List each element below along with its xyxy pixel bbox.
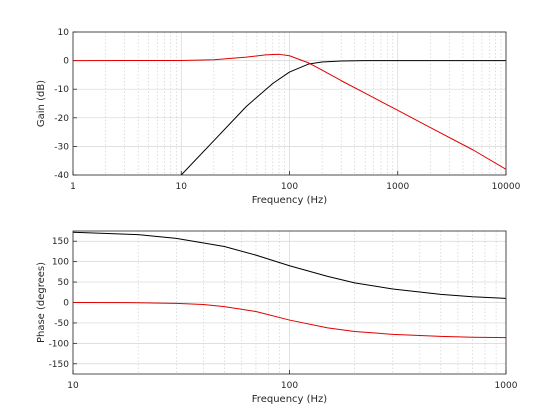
phase-y-tick-label: -50 <box>54 319 69 329</box>
phase-x-tick-label: 10 <box>67 381 79 391</box>
phase-x-tick-label: 100 <box>281 381 298 391</box>
gain-axes-frame <box>72 31 507 176</box>
gain-x-tick-label: 1000 <box>386 182 409 192</box>
phase-y-tick-label: 50 <box>58 278 70 288</box>
gain-x-tick-label: 1 <box>70 182 76 192</box>
gain-x-tick-label: 10000 <box>492 182 521 192</box>
gain-y-tick-label: -20 <box>54 114 69 124</box>
phase-y-tick-label: 100 <box>52 258 69 268</box>
phase-y-tick-label: -100 <box>49 339 70 349</box>
phase-y-axis-label: Phase (degrees) <box>36 262 47 343</box>
phase-axes-frame <box>72 230 507 375</box>
gain-series-line-red <box>73 53 506 170</box>
gain-series-line-black <box>180 60 506 175</box>
phase-x-axis-label: Frequency (Hz) <box>252 394 328 405</box>
gain-y-tick-label: -40 <box>54 171 69 181</box>
gain-y-tick-label: 0 <box>63 57 69 67</box>
phase-series-line-black <box>73 231 506 299</box>
phase-plot: 10 100 1000 -150 -100 -50 0 50 100 150 Frequency (… <box>36 230 518 405</box>
gain-x-tick-label: 10 <box>176 182 188 192</box>
gain-x-axis-label: Frequency (Hz) <box>252 195 328 206</box>
phase-y-tick-label: 0 <box>63 299 69 309</box>
phase-y-tick-label: 150 <box>52 237 69 247</box>
gain-y-tick-label: -30 <box>54 142 69 152</box>
phase-x-tick-label: 1000 <box>495 381 518 391</box>
phase-series-line-red <box>73 302 506 339</box>
gain-plot: 1 10 100 1000 10000 -40 -30 -20 -10 0 10 Frequency … <box>36 28 521 206</box>
gain-x-tick-label: 100 <box>281 182 298 192</box>
gain-y-tick-label: 10 <box>58 28 70 38</box>
gain-y-axis-label: Gain (dB) <box>36 80 47 127</box>
phase-y-tick-label: -150 <box>49 360 70 370</box>
gain-y-tick-label: -10 <box>54 85 69 95</box>
